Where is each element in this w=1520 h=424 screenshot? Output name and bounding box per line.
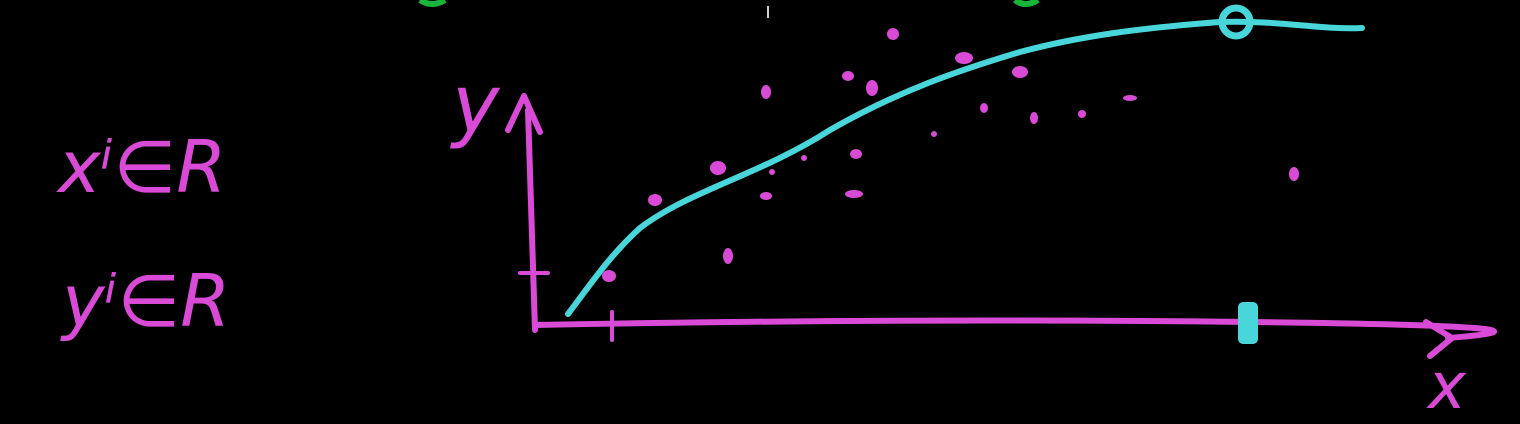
data-point (1030, 112, 1038, 124)
top-edge-stroke-green-left (418, 0, 447, 7)
fitted-curve (565, 18, 1365, 317)
data-point (1123, 95, 1137, 101)
data-point (1289, 167, 1299, 181)
data-point (710, 161, 726, 175)
x-axis-arrowhead (1423, 319, 1455, 359)
data-point (1078, 110, 1086, 118)
data-point (648, 194, 662, 206)
y-axis-label: y (450, 58, 501, 151)
data-point (980, 103, 988, 113)
data-point (1012, 66, 1028, 78)
curve-highlight-circle (1218, 4, 1254, 40)
x-axis-line (532, 317, 1497, 341)
x-axis-marker (1238, 302, 1258, 344)
x-axis-label: x (1426, 350, 1467, 424)
data-point (760, 192, 772, 200)
data-point (842, 71, 854, 81)
data-point (769, 169, 775, 175)
top-edge-stroke-green-right (1013, 0, 1040, 7)
data-point (850, 149, 862, 159)
data-point (723, 248, 733, 264)
data-points (602, 28, 1299, 282)
data-point (845, 190, 863, 198)
data-point (887, 28, 899, 40)
data-point (931, 131, 937, 137)
y-axis-line (525, 107, 538, 333)
y-axis-arrowhead (505, 93, 543, 135)
data-point (955, 52, 973, 64)
data-point (761, 85, 771, 99)
data-point (801, 155, 807, 161)
data-point (866, 80, 878, 96)
data-point (602, 270, 616, 282)
x-in-reals-label: xⁱ∈R (56, 125, 226, 209)
y-in-reals-label: yⁱ∈R (60, 259, 230, 343)
